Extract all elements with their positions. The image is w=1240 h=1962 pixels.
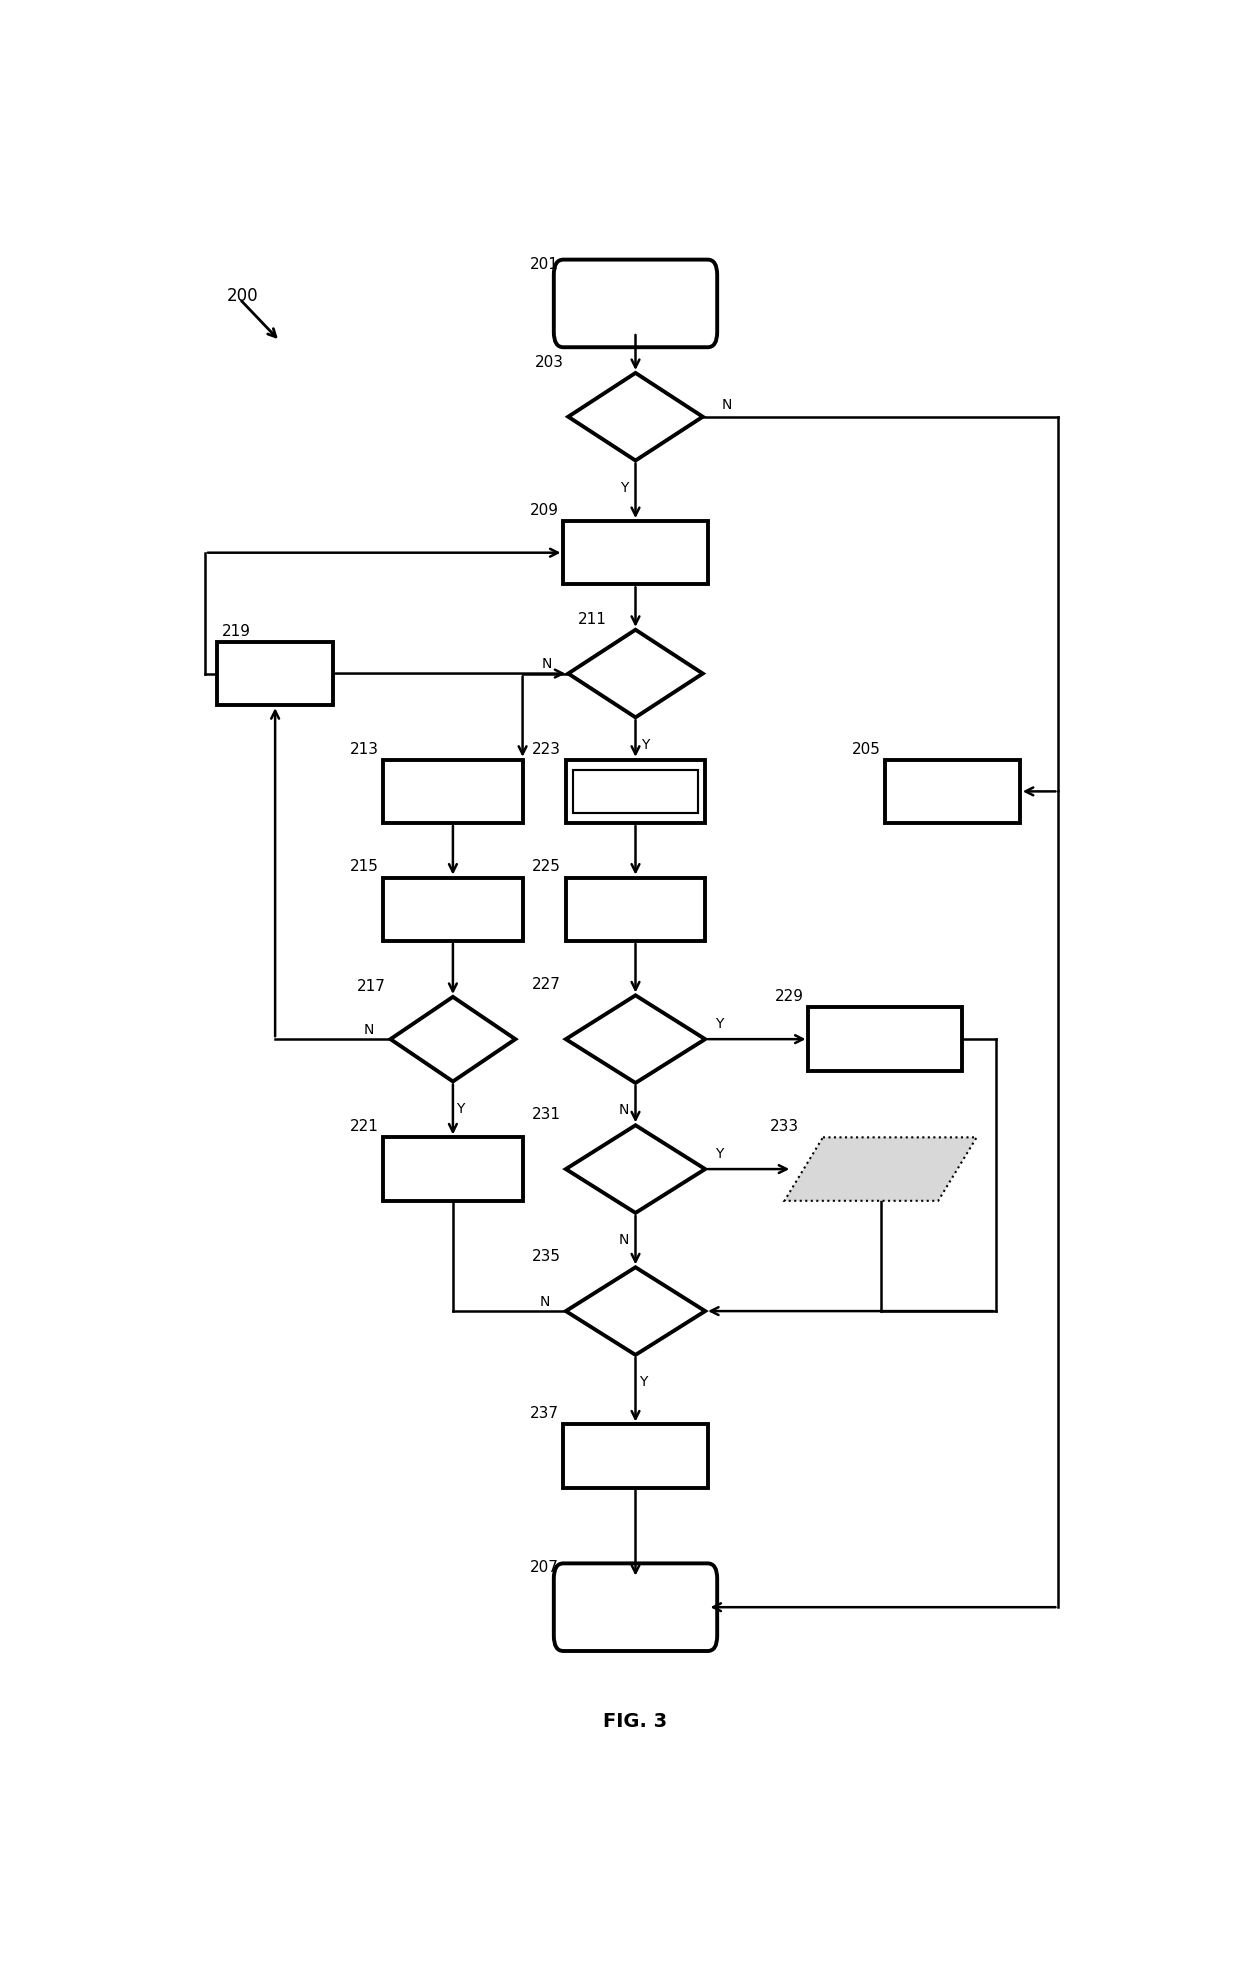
Text: 223: 223	[532, 742, 560, 757]
Text: N: N	[619, 1103, 629, 1116]
Text: 221: 221	[350, 1120, 378, 1134]
Text: 227: 227	[532, 977, 560, 993]
Text: 200: 200	[227, 286, 259, 304]
Bar	[565, 759, 706, 824]
Text: 203: 203	[534, 355, 563, 371]
Text: 207: 207	[529, 1560, 558, 1575]
Text: 229: 229	[775, 989, 804, 1005]
Bar	[383, 1138, 522, 1201]
Polygon shape	[568, 373, 703, 461]
Text: N: N	[365, 1022, 374, 1038]
Text: Y: Y	[456, 1101, 465, 1116]
Bar	[563, 522, 708, 585]
Bar	[885, 759, 1021, 824]
Text: N: N	[539, 1295, 549, 1309]
Text: FIG. 3: FIG. 3	[604, 1713, 667, 1730]
Bar	[217, 642, 332, 704]
Bar	[573, 771, 698, 812]
Text: N: N	[542, 657, 552, 671]
Bar	[383, 877, 522, 942]
Text: Y: Y	[715, 1148, 724, 1162]
Text: 235: 235	[532, 1250, 560, 1264]
Polygon shape	[785, 1138, 977, 1201]
Bar	[383, 759, 522, 824]
Text: 233: 233	[770, 1120, 799, 1134]
Text: N: N	[722, 398, 732, 412]
Text: N: N	[619, 1232, 629, 1248]
Text: 231: 231	[532, 1107, 560, 1122]
Text: Y: Y	[620, 481, 629, 494]
Polygon shape	[391, 997, 516, 1081]
Text: Y: Y	[641, 738, 650, 751]
FancyBboxPatch shape	[554, 259, 717, 347]
FancyBboxPatch shape	[554, 1564, 717, 1650]
Text: 201: 201	[529, 257, 558, 271]
Text: 215: 215	[350, 859, 378, 875]
Text: 237: 237	[529, 1407, 558, 1420]
Text: 219: 219	[222, 624, 252, 640]
Text: 211: 211	[578, 612, 606, 626]
Bar	[563, 1424, 708, 1487]
Text: Y: Y	[715, 1016, 724, 1032]
Bar	[565, 877, 706, 942]
Text: 217: 217	[357, 979, 386, 995]
Text: 205: 205	[852, 742, 880, 757]
Polygon shape	[568, 630, 703, 718]
Polygon shape	[565, 1267, 706, 1356]
Polygon shape	[565, 995, 706, 1083]
Polygon shape	[565, 1126, 706, 1213]
Text: 213: 213	[350, 742, 378, 757]
Text: 225: 225	[532, 859, 560, 875]
Text: 209: 209	[529, 502, 558, 518]
Text: Y: Y	[639, 1375, 647, 1389]
Bar	[808, 1007, 962, 1071]
